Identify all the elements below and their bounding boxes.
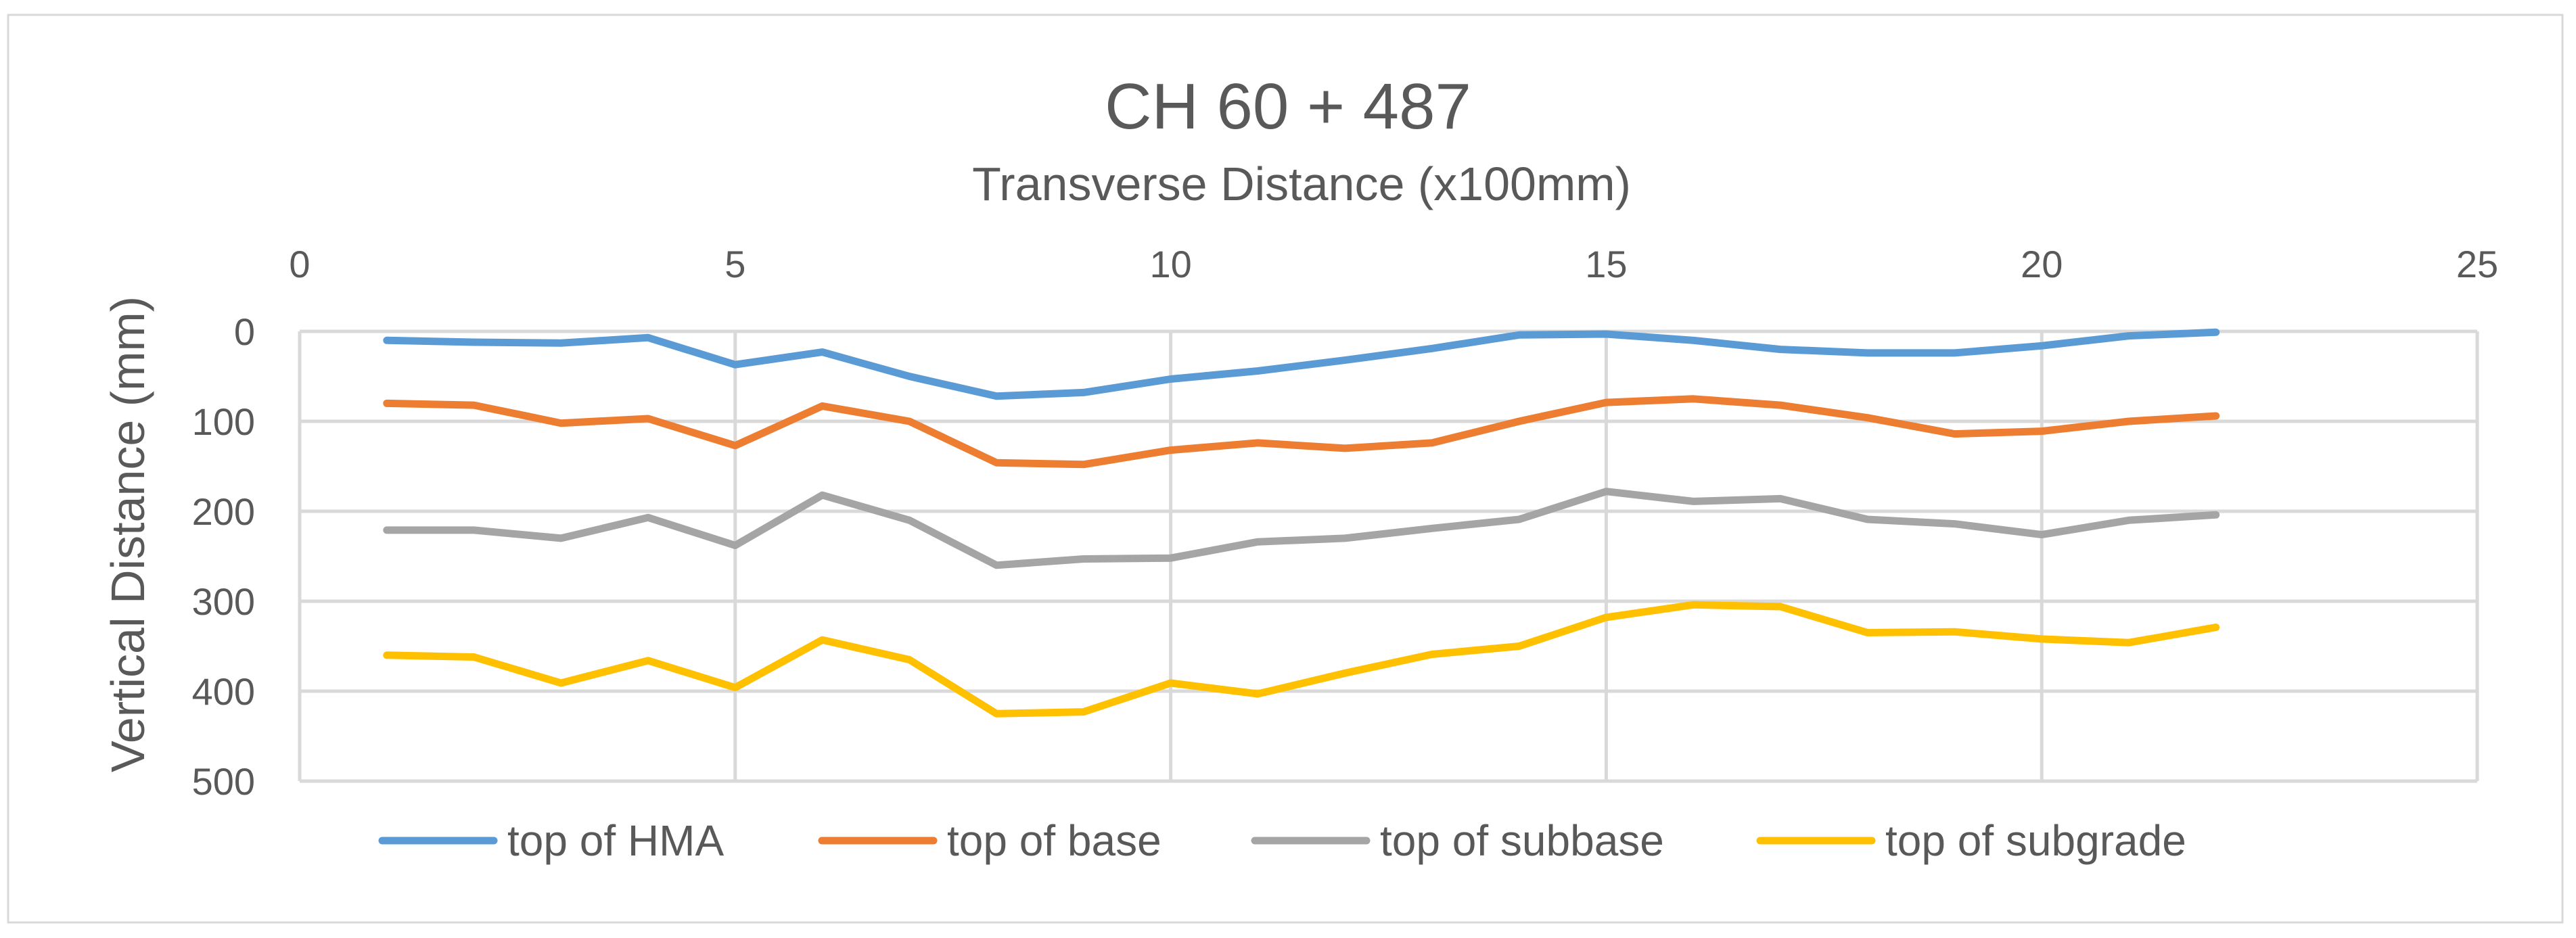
- x-axis-title: Transverse Distance (x100mm): [972, 158, 1631, 210]
- y-tick-label: 500: [192, 760, 255, 803]
- legend-label-top-of-subgrade: top of subgrade: [1885, 816, 2186, 865]
- series-line-top-of-base: [383, 395, 2220, 469]
- y-axis-tick-labels: 0 100 200 300 400 500: [192, 310, 255, 803]
- x-tick-label: 25: [2456, 243, 2498, 285]
- y-tick-label: 300: [192, 580, 255, 623]
- series-line-top-of-hma: [383, 328, 2220, 400]
- chart-border: [7, 14, 2564, 924]
- series-line-top-of-subbase: [383, 488, 2220, 569]
- legend-label-top-of-base: top of base: [947, 816, 1162, 865]
- series-line-top-of-subgrade: [383, 601, 2220, 718]
- y-tick-label: 0: [234, 310, 255, 353]
- legend-label-top-of-subbase: top of subbase: [1380, 816, 1664, 865]
- x-tick-label: 20: [2021, 243, 2063, 285]
- y-tick-label: 100: [192, 400, 255, 443]
- x-tick-label: 0: [289, 243, 310, 285]
- y-tick-label: 400: [192, 670, 255, 713]
- y-axis-title: Vertical Distance (mm): [101, 296, 154, 772]
- y-tick-label: 200: [192, 490, 255, 533]
- legend: top of HMA top of base top of subbase top o…: [378, 816, 2186, 865]
- x-tick-label: 10: [1149, 243, 1191, 285]
- x-tick-label: 5: [724, 243, 745, 285]
- chart-title: CH 60 + 487: [1105, 70, 1471, 143]
- x-tick-label: 15: [1585, 243, 1627, 285]
- data-series: [383, 328, 2220, 718]
- legend-label-top-of-hma: top of HMA: [507, 816, 724, 865]
- x-axis-tick-labels: 0 5 10 15 20 25: [289, 243, 2498, 285]
